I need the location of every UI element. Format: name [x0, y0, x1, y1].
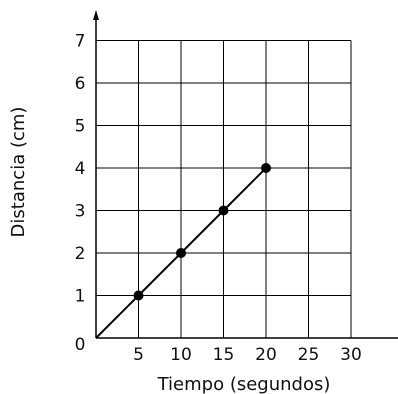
x-tick-label: 20	[255, 345, 277, 365]
y-tick-label: 3	[75, 202, 86, 222]
x-tick-label: 30	[340, 345, 362, 365]
y-tick-label: 2	[75, 244, 86, 264]
y-tick-label: 1	[75, 287, 86, 307]
origin-label: 0	[75, 335, 86, 355]
x-tick-label: 10	[170, 345, 192, 365]
y-tick-label: 4	[75, 159, 86, 179]
grid	[96, 40, 352, 338]
x-tick-label: 15	[213, 345, 235, 365]
y-tick-label: 5	[75, 117, 86, 137]
y-tick-label: 7	[75, 32, 86, 52]
series	[95, 163, 271, 339]
x-tick-label: 5	[133, 345, 144, 365]
tick-labels: 5 10 15 20 25 30 1 2 3 4 5 6 7	[75, 32, 362, 366]
y-axis-label: Distancia (cm)	[8, 107, 29, 238]
x-axis-label: Tiempo (segundos)	[157, 374, 331, 394]
x-tick-label: 25	[298, 345, 320, 365]
data-point	[261, 163, 271, 173]
data-point	[133, 290, 144, 301]
data-point	[218, 205, 229, 216]
axes	[93, 10, 398, 339]
data-point	[176, 248, 186, 258]
y-tick-label: 6	[75, 74, 86, 94]
y-axis-arrow-icon	[93, 10, 99, 20]
